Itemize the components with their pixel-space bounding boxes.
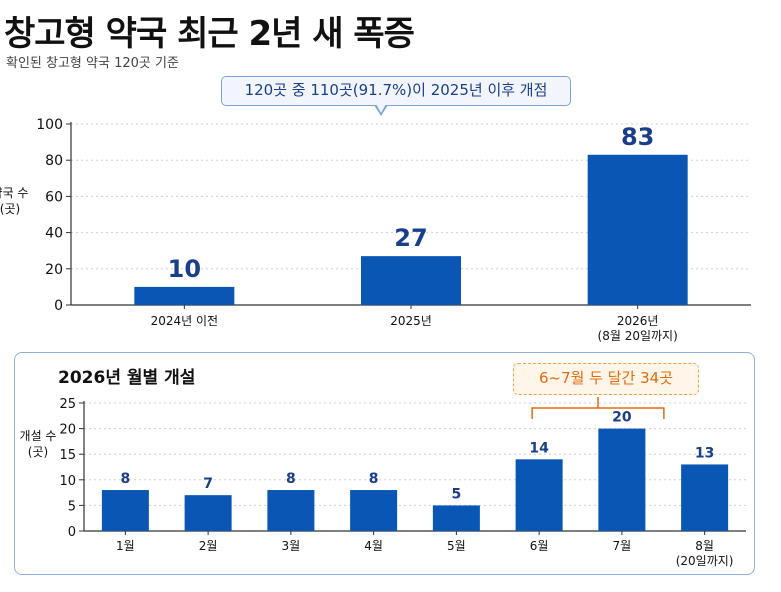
y-tick-label: 15 (59, 448, 76, 463)
bar (101, 490, 149, 531)
bar (587, 154, 688, 305)
bar (361, 256, 461, 305)
y-tick-label: 20 (45, 262, 63, 278)
y-tick-label: 60 (45, 189, 63, 205)
june-july-bracket (531, 397, 665, 419)
y-tick-label: 40 (45, 226, 63, 242)
june-july-note: 6~7월 두 달간 34곳 (513, 363, 699, 395)
data-label: 27 (394, 224, 427, 252)
y-tick-label: 20 (59, 423, 76, 438)
bar (184, 495, 232, 531)
y-axis-label: (곳) (0, 202, 20, 216)
data-label: 8 (121, 471, 131, 487)
x-tick-label: (8월 20일까지) (598, 329, 678, 343)
y-tick-label: 5 (68, 499, 76, 514)
bar (350, 490, 398, 531)
y-tick-label: 80 (45, 153, 63, 169)
bar (134, 286, 235, 305)
x-tick-label: 1월 (116, 539, 135, 553)
x-tick-label: 2025년 (390, 314, 432, 328)
y-tick-label: 0 (54, 298, 63, 314)
page-subtitle: 확인된 창고형 약국 120곳 기준 (6, 56, 179, 71)
y-axis-label: 약국 수 (0, 185, 28, 200)
data-label: 8 (369, 471, 379, 487)
data-label: 8 (286, 471, 296, 487)
y-tick-label: 25 (59, 397, 76, 412)
x-tick-label: 3월 (282, 539, 301, 553)
x-tick-label: 8월 (695, 539, 714, 553)
y-tick-label: 10 (59, 474, 76, 489)
x-tick-label: 2024년 이전 (151, 314, 218, 328)
x-tick-label: 6월 (530, 539, 549, 553)
summary-callout: 120곳 중 110곳(91.7%)이 2025년 이후 개점 (221, 76, 571, 106)
bar (515, 459, 563, 531)
y-tick-label: 100 (36, 117, 63, 133)
y-axis-label: 개설 수 (20, 429, 57, 443)
data-label: 20 (612, 410, 632, 426)
data-label: 10 (168, 255, 201, 283)
y-tick-label: 0 (68, 525, 76, 540)
data-label: 13 (695, 445, 714, 461)
x-tick-label: 4월 (364, 539, 383, 553)
bar (598, 428, 646, 531)
data-label: 83 (621, 123, 654, 151)
callout-pointer-fill (376, 104, 386, 113)
data-label: 7 (203, 476, 213, 492)
monthly-panel-title: 2026년 월별 개설 (58, 368, 196, 388)
page-title: 창고형 약국 최근 2년 새 폭증 (4, 14, 415, 54)
y-axis-label: (곳) (28, 445, 48, 459)
x-tick-label: 2월 (199, 539, 218, 553)
bar (267, 490, 315, 531)
data-label: 14 (529, 440, 549, 456)
bar (681, 464, 729, 531)
x-tick-label: 7월 (613, 539, 632, 553)
bar (432, 505, 480, 531)
x-tick-label: 5월 (447, 539, 466, 553)
x-tick-label: (20일까지) (676, 554, 734, 568)
x-tick-label: 2026년 (617, 314, 659, 328)
data-label: 5 (452, 486, 462, 502)
